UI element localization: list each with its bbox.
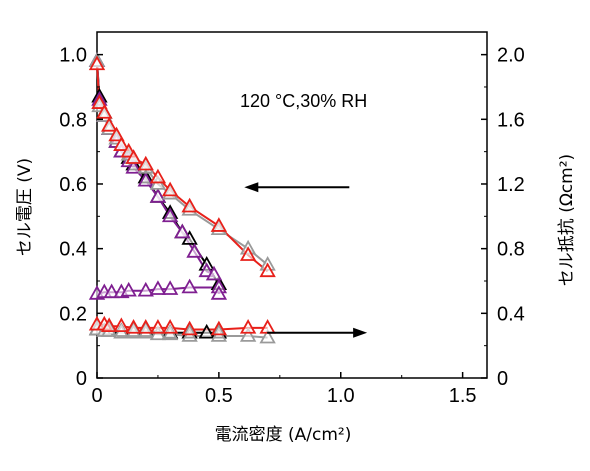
data-point-triangle [125,319,142,334]
plot-frame [96,31,488,379]
y-left-tick-label: 1.0 [59,45,87,67]
arrow-group [244,182,368,338]
y-right-tick-label: 1.6 [497,109,525,131]
data-point-triangle [149,188,167,203]
data-point-triangle [161,207,179,223]
data-point-triangle [125,149,142,164]
marker-group [88,52,276,344]
y-right-tick-label: 0 [497,368,508,390]
plot-frame-group [96,31,488,379]
y-right-tick-label: 2.0 [497,45,525,67]
data-point-triangle [181,197,198,213]
data-point-triangle [149,280,167,295]
y-right-tick-label: 0.8 [497,239,525,261]
x-tick-label: 0.5 [205,385,233,407]
arrow-right-head [353,327,368,338]
data-point-triangle [96,103,113,119]
arrow-left-head [244,182,259,193]
data-point-triangle [137,155,154,171]
data-point-triangle [88,55,106,71]
y-right-tick-label: 0.4 [497,303,525,325]
y-axis-label-right: セル抵抗 (Ωcm²) [557,154,577,286]
data-point-triangle [239,246,257,261]
data-point-triangle [205,265,223,281]
data-point-triangle [186,243,203,258]
y-right-tick-label: 1.2 [497,174,525,196]
data-point-triangle [181,278,198,294]
tick-group: 0 0.5 1.0 1.5 0 0.2 0.4 0.6 0.8 1.0 0 0.4 0.8 1.2 1.6 2… [59,45,525,407]
data-point-triangle [149,168,167,184]
y-left-tick-label: 0.4 [59,239,87,261]
data-point-triangle [103,283,120,299]
data-point-triangle [181,320,198,336]
data-point-triangle [113,136,130,151]
x-tick-label: 0 [91,385,102,407]
data-point-triangle [210,217,228,232]
data-point-triangle [137,171,154,187]
y-left-tick-label: 0 [76,368,87,390]
data-point-triangle [101,317,118,333]
data-point-triangle [239,319,257,334]
data-point-triangle [137,319,154,334]
data-point-triangle [210,285,228,300]
data-point-triangle [161,181,179,197]
data-point-triangle [174,223,191,239]
data-point-triangle [120,281,137,297]
y-left-tick-label: 0.6 [59,174,87,196]
y-left-tick-label: 0.2 [59,303,87,325]
data-point-triangle [259,262,276,278]
x-tick-label: 1.5 [449,385,477,407]
data-point-triangle [198,323,215,339]
data-point-triangle [161,319,179,334]
data-point-triangle [125,158,142,174]
y-left-tick-label: 0.8 [59,109,87,131]
x-axis-label: 電流密度 (A/cm²) [215,425,352,445]
data-point-triangle [113,317,130,333]
data-point-triangle [137,281,154,297]
x-tick-label: 1.0 [327,385,355,407]
y-axis-label-left: セル電圧 (V) [15,158,35,256]
data-point-triangle [91,94,108,109]
data-point-triangle [108,126,125,142]
data-point-triangle [210,320,228,336]
data-point-triangle [239,327,257,342]
data-point-triangle [101,116,118,132]
data-point-triangle [259,319,276,334]
data-point-triangle [161,280,179,295]
data-point-triangle [149,319,167,334]
data-point-triangle [259,328,276,344]
annotation-text: 120 °C,30% RH [240,91,367,111]
